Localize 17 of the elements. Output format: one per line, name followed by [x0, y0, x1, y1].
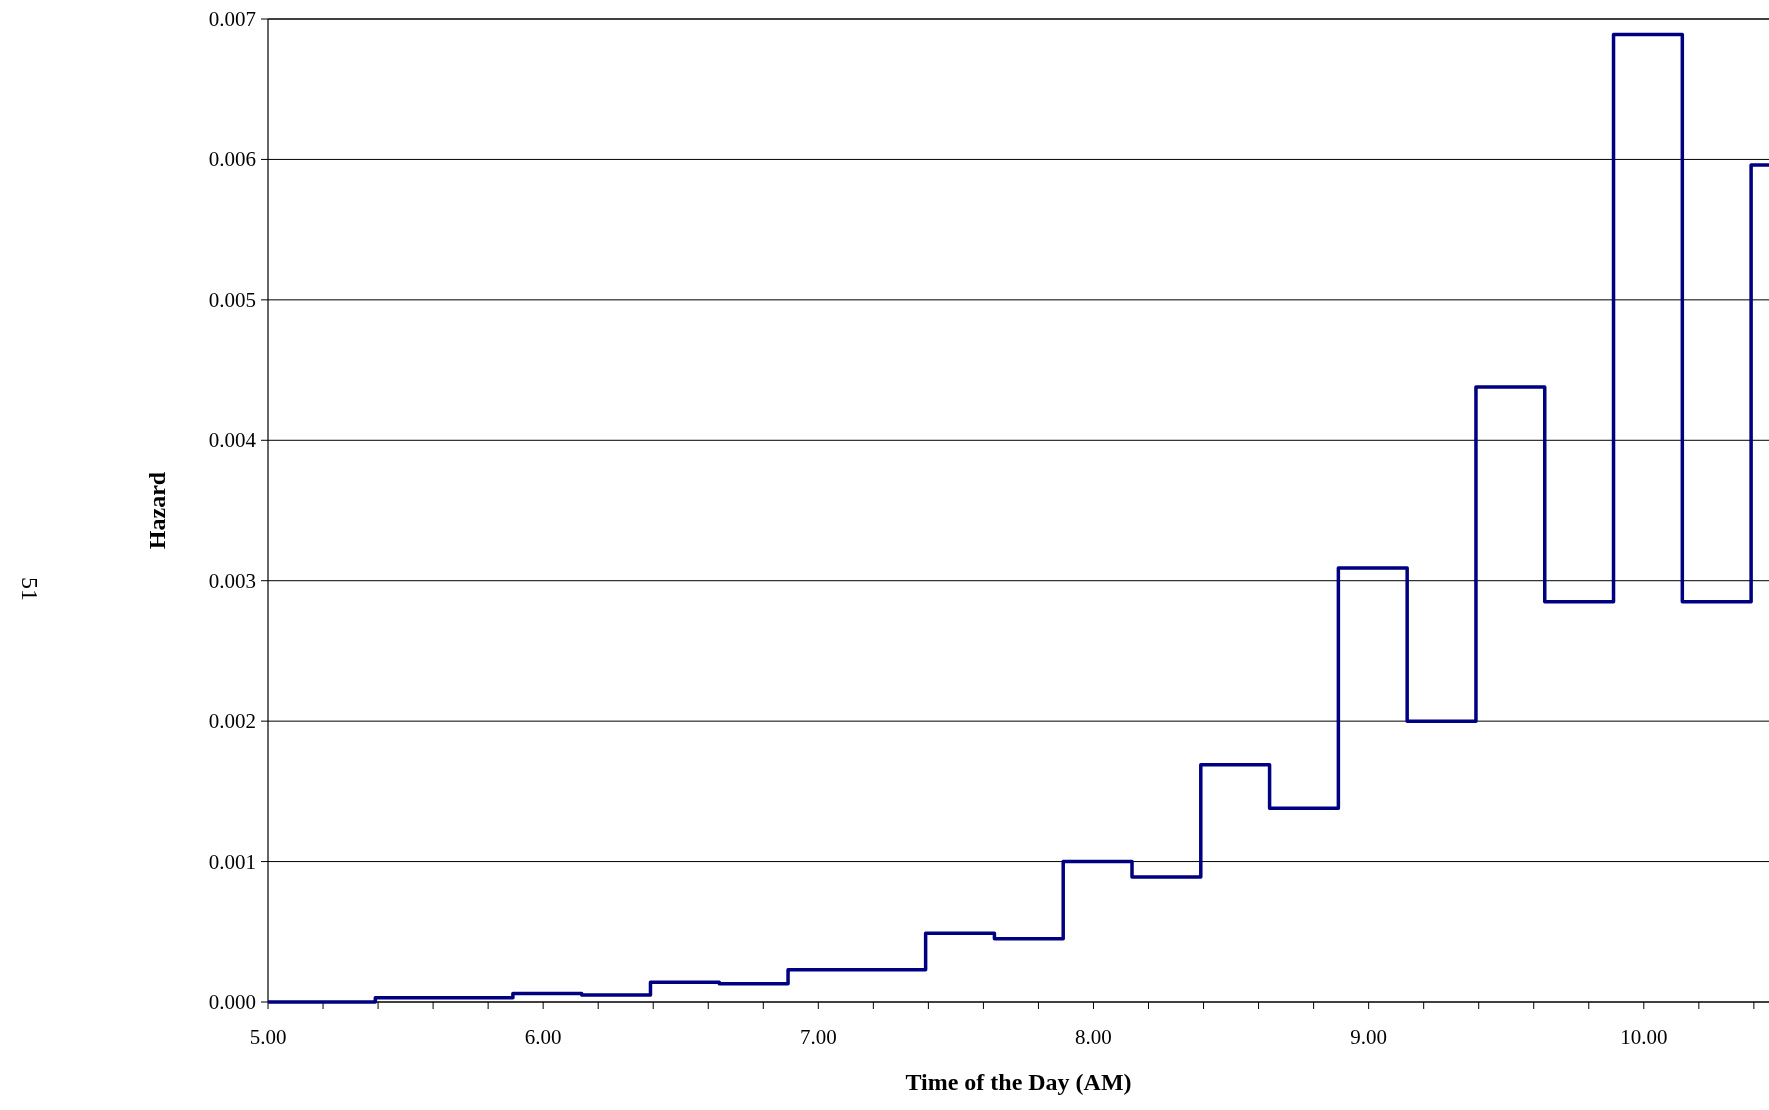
x-tick-label: 10.00 — [1620, 1025, 1668, 1049]
x-tick-label: 5.00 — [249, 1025, 287, 1049]
y-tick-label: 0.003 — [208, 568, 256, 593]
y-tick-label: 0.007 — [208, 7, 256, 31]
x-tick-label: 8.00 — [1075, 1025, 1112, 1049]
text: 51 — [17, 577, 43, 601]
x-tick-label: 7.00 — [799, 1025, 837, 1049]
x-tick-label: 6.00 — [524, 1025, 562, 1049]
y-tick-label: 0.006 — [208, 147, 256, 172]
y-tick-label: 0.002 — [208, 709, 256, 734]
y-tick-label: 0.000 — [208, 990, 256, 1014]
x-axis-title: Time of the Day (AM) — [905, 1069, 1132, 1095]
y-tick-label: 0.005 — [208, 287, 256, 312]
y-axis-title: Hazard — [144, 471, 170, 550]
x-tick-label: 9.00 — [1350, 1025, 1388, 1049]
y-tick-label: 0.004 — [208, 428, 257, 453]
y-tick-label: 0.001 — [208, 849, 256, 874]
